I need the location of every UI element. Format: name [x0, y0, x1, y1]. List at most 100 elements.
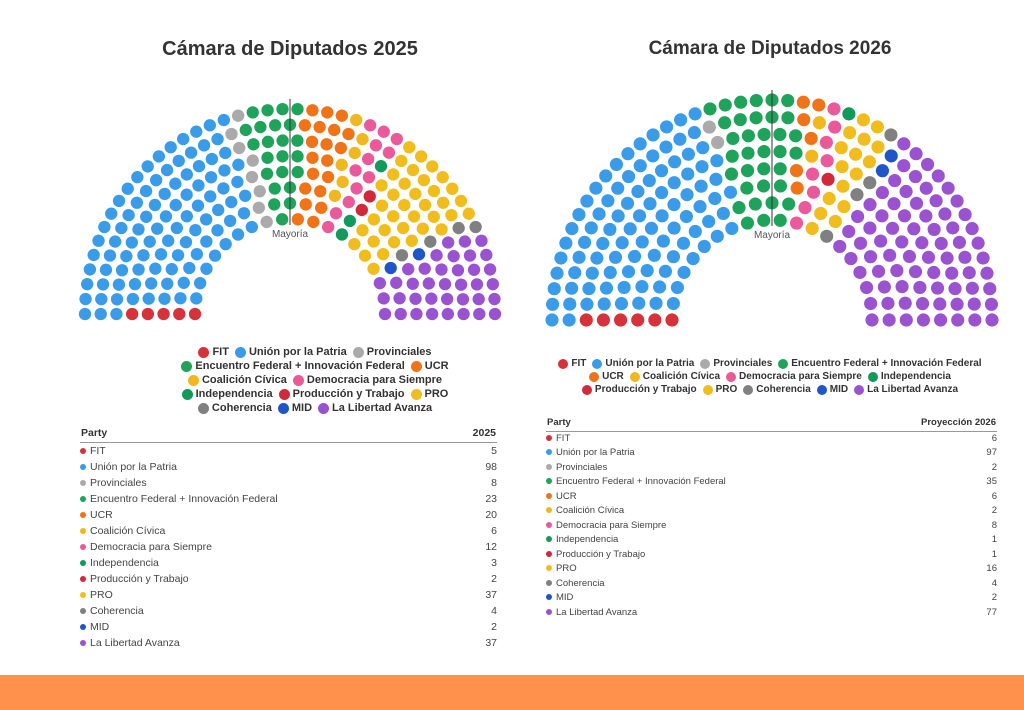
seat [834, 141, 848, 155]
party-name: Producción y Trabajo [556, 548, 646, 560]
seat [670, 280, 684, 295]
seat [790, 181, 804, 195]
legend-label: Encuentro Federal + Innovación Federal [195, 360, 405, 372]
seat [131, 171, 144, 184]
seat [410, 307, 423, 321]
seat [208, 249, 222, 262]
seat [253, 185, 266, 198]
legend-item: Encuentro Federal + Innovación Federal [181, 360, 405, 372]
seat [217, 182, 230, 195]
seat [724, 167, 739, 181]
seat [667, 221, 681, 235]
seat [204, 190, 217, 203]
seat [907, 222, 921, 236]
table-row: Encuentro Federal + Innovación Federal 35 [546, 475, 997, 490]
seat [414, 150, 428, 163]
seat [173, 307, 186, 321]
legend-item: UCR [589, 371, 624, 382]
seat [183, 261, 196, 275]
legend-item: Independencia [181, 388, 273, 400]
party-name: MID [556, 592, 574, 604]
seat [377, 292, 390, 305]
seat [875, 209, 889, 223]
seat [276, 134, 289, 147]
seat [192, 179, 205, 192]
seat-count: 2 [991, 505, 997, 517]
seat [773, 145, 787, 159]
seat [884, 128, 898, 142]
party-name: PRO [90, 588, 113, 601]
seat [247, 138, 260, 151]
legend: FIT Unión por la Patria Provinciales Encuen… [550, 358, 990, 395]
legend: FIT Unión por la Patria Provinciales Encuen… [150, 346, 480, 414]
table-row: La Libertad Avanza 37 [80, 635, 497, 651]
party-name: FIT [90, 444, 106, 457]
seat [615, 236, 629, 250]
majority-label: Mayoría [272, 229, 309, 240]
seat [407, 210, 421, 223]
seat [812, 98, 826, 112]
party-cell: Unión por la Patria [546, 446, 862, 461]
seat [158, 292, 171, 305]
seat [676, 236, 691, 250]
seat [898, 296, 912, 310]
legend-swatch [181, 360, 193, 372]
seat [276, 150, 289, 163]
party-swatch [546, 521, 552, 528]
seat-count: 1 [991, 534, 997, 546]
seat [632, 296, 646, 310]
seat [631, 313, 645, 327]
seat [180, 188, 193, 201]
majority-label: Mayoría [754, 230, 791, 241]
seat [875, 186, 889, 200]
party-cell: Coherencia [546, 576, 862, 591]
table-row: Coherencia 4 [80, 603, 497, 619]
party-cell: UCR [80, 507, 450, 523]
legend-swatch [581, 384, 592, 395]
data-table: Party Proyección 2026 FIT 6 Unión por la Pat… [546, 414, 997, 620]
party-cell: MID [546, 591, 862, 606]
party-cell: Encuentro Federal + Innovación Federal [80, 491, 450, 507]
seat [169, 198, 182, 212]
legend-item: PRO [410, 388, 448, 400]
party-name: Democracia para Siempre [556, 519, 667, 531]
seat [254, 120, 267, 134]
party-swatch [80, 607, 86, 614]
seat [631, 184, 645, 199]
seat [789, 216, 804, 230]
seat [710, 154, 724, 168]
seat [436, 171, 449, 184]
seat [716, 206, 730, 221]
seat [613, 313, 628, 327]
seat [822, 191, 836, 206]
table-row: Provinciales 2 [546, 460, 997, 475]
seat [122, 208, 135, 222]
party-cell: MID [80, 619, 450, 635]
seat [321, 106, 334, 119]
seat [193, 276, 207, 290]
seat [887, 197, 901, 211]
seat [680, 188, 694, 202]
party-cell: Provinciales [546, 460, 862, 475]
seat [984, 297, 999, 311]
seat [125, 236, 138, 249]
seat [112, 194, 126, 208]
party-cell: La Libertad Avanza [80, 635, 450, 651]
seat [836, 179, 850, 193]
legend-item: Democracia para Siempre [292, 374, 442, 386]
party-cell: PRO [546, 562, 862, 577]
seat [376, 247, 390, 261]
seat [390, 132, 403, 146]
legend-label: Coalición Cívica [642, 371, 721, 382]
seat [895, 235, 909, 249]
seat [115, 264, 129, 277]
seat [632, 209, 647, 223]
party-cell: Encuentro Federal + Innovación Federal [546, 475, 862, 490]
seat [395, 154, 408, 168]
legend-item: Producción y Trabajo [581, 384, 697, 395]
seat [821, 172, 835, 186]
seat [756, 179, 771, 193]
seat-count: 6 [991, 433, 997, 444]
party-cell: Provinciales [80, 475, 450, 491]
legend-item: Independencia [867, 371, 951, 382]
